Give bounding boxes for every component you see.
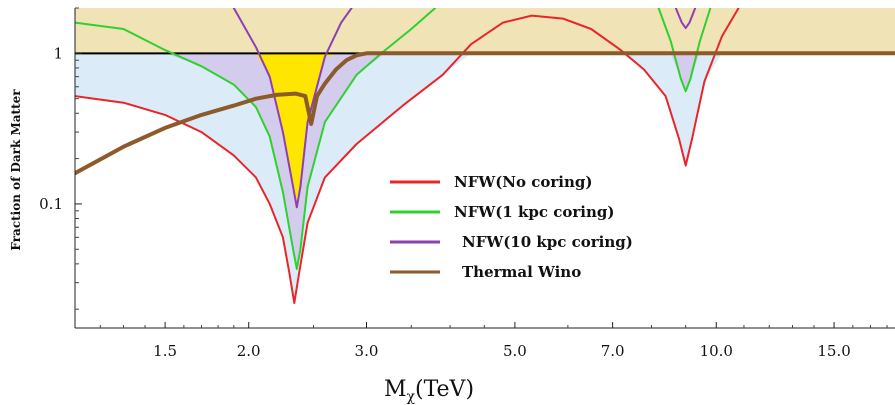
x-tick-label: 3.0 <box>355 342 379 360</box>
y-tick-label: 0.1 <box>39 195 63 213</box>
series-line-nfw-no-coring <box>75 8 740 304</box>
x-axis-title-main: M <box>384 377 407 402</box>
x-tick-label: 7.0 <box>601 342 625 360</box>
legend-label-thermal-wino: Thermal Wino <box>462 263 581 281</box>
series-line-nfw-10-kpc-coring <box>232 8 353 209</box>
legend-label-nfw-no-coring: NFW(No coring) <box>454 173 592 191</box>
y-axis-title: Fraction of Dark Matter <box>9 89 23 251</box>
legend-label-nfw-10-kpc-coring: NFW(10 kpc coring) <box>462 233 633 251</box>
fill-region-nfw-1-kpc-coring--b <box>658 53 711 92</box>
fill-region-nfw-10-kpc-coring- <box>233 53 352 208</box>
series-line-nfw-10-kpc-coring-b <box>674 8 697 30</box>
x-axis-title: Mχ(TeV) <box>384 377 474 405</box>
x-tick-label: 1.5 <box>153 342 177 360</box>
series-line-nfw-1-kpc-coring-b <box>657 8 712 93</box>
legend-label-nfw-1-kpc-coring: NFW(1 kpc coring) <box>454 203 614 221</box>
excluded-region <box>75 8 895 54</box>
series-line-nfw-1-kpc-coring <box>75 8 437 270</box>
x-axis-title-unit: (TeV) <box>415 377 474 402</box>
x-axis-title-subscript: χ <box>407 389 416 405</box>
y-tick-label: 1 <box>53 44 63 62</box>
x-tick-label: 15.0 <box>817 342 850 360</box>
fill-region-nfw-1-kpc-coring- <box>75 53 436 269</box>
x-tick-label: 5.0 <box>503 342 527 360</box>
fill-region-nfw-no-coring- <box>75 53 739 303</box>
series-line-thermal-wino <box>75 51 895 176</box>
x-tick-label: 10.0 <box>700 342 733 360</box>
x-tick-label: 2.0 <box>237 342 261 360</box>
